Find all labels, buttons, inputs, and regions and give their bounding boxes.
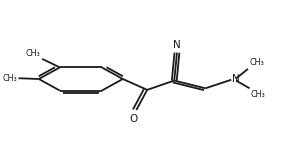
Text: N: N (232, 74, 240, 85)
Text: N: N (173, 40, 181, 50)
Text: CH₃: CH₃ (249, 58, 264, 67)
Text: CH₃: CH₃ (25, 49, 40, 58)
Text: CH₃: CH₃ (2, 74, 17, 83)
Text: O: O (130, 114, 138, 124)
Text: CH₃: CH₃ (251, 90, 266, 99)
